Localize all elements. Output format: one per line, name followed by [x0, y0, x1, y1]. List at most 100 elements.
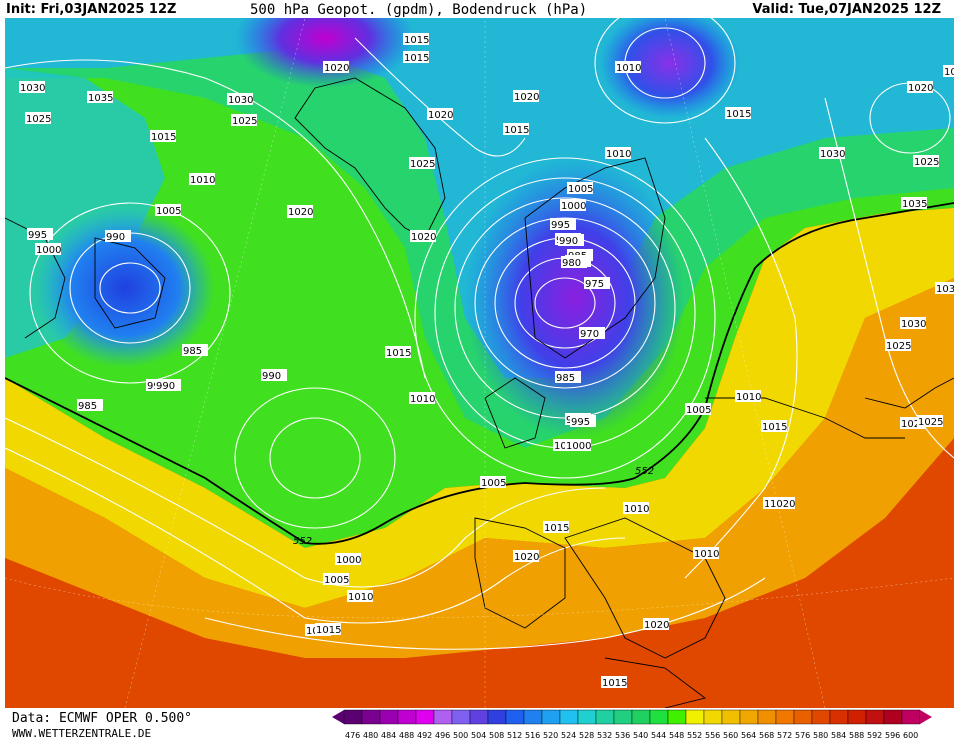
svg-text:1010: 1010	[348, 592, 373, 603]
isobar-label: 1020	[513, 90, 539, 103]
isobar-label: 980	[561, 256, 587, 269]
coastlines	[5, 77, 954, 708]
svg-text:975: 975	[585, 279, 604, 290]
svg-text:1025: 1025	[886, 341, 911, 352]
isobar-label: 1015	[543, 521, 569, 534]
legend-swatch	[649, 709, 669, 725]
legend-value: 496	[435, 731, 450, 740]
svg-text:1025: 1025	[944, 67, 954, 78]
isobar-label: 1035	[901, 197, 927, 210]
isobar-label: 1000	[35, 243, 61, 256]
isobar-label: 1030	[19, 81, 45, 94]
svg-text:1000: 1000	[561, 201, 586, 212]
isobar-label: 1015	[761, 420, 787, 433]
svg-text:1015: 1015	[504, 125, 529, 136]
legend-swatch	[685, 709, 705, 725]
isobar-label: 1035	[87, 91, 113, 104]
init-time: Init: Fri,03JAN2025 12Z	[6, 2, 177, 17]
isobar-label: 1025	[25, 112, 51, 125]
svg-text:1020: 1020	[514, 552, 539, 563]
svg-text:985: 985	[78, 401, 97, 412]
svg-text:1020: 1020	[324, 63, 349, 74]
svg-text:990: 990	[156, 381, 175, 392]
legend-swatch	[631, 709, 651, 725]
legend-swatch	[559, 709, 579, 725]
svg-text:1015: 1015	[602, 678, 627, 689]
isobar-label: 1015	[601, 676, 627, 689]
isobar-label: 1015	[725, 107, 751, 120]
isobar-label: 1025	[943, 65, 954, 78]
cold-field-cyan	[5, 18, 954, 378]
svg-text:1020: 1020	[644, 620, 669, 631]
svg-text:1010: 1010	[736, 392, 761, 403]
isobar-label: 995	[570, 415, 596, 428]
legend-value: 480	[363, 731, 378, 740]
legend-value: 516	[525, 731, 540, 740]
isobar-label: 1010	[409, 392, 435, 405]
svg-text:1010: 1010	[190, 175, 215, 186]
svg-text:980: 980	[562, 258, 581, 269]
isobar-label: 1020	[643, 618, 669, 631]
legend-value: 572	[777, 731, 792, 740]
svg-text:1035: 1035	[88, 93, 113, 104]
svg-text:1025: 1025	[901, 419, 926, 430]
legend-swatch	[379, 709, 399, 725]
legend-swatch	[793, 709, 813, 725]
isobar-label: 1010	[693, 547, 719, 560]
isobar-label: 1015	[403, 33, 429, 46]
svg-text:1020: 1020	[428, 110, 453, 121]
svg-text:1005: 1005	[324, 575, 349, 586]
legend-value: 564	[741, 731, 756, 740]
legend-swatch	[595, 709, 615, 725]
legend-value: 544	[651, 731, 666, 740]
legend-value: 556	[705, 731, 720, 740]
svg-text:1015: 1015	[316, 625, 341, 636]
svg-text:1015: 1015	[151, 132, 176, 143]
svg-text:1020: 1020	[770, 499, 795, 510]
svg-text:1010: 1010	[616, 63, 641, 74]
legend-swatch	[847, 709, 867, 725]
website-link[interactable]: WWW.WETTERZENTRALE.DE	[12, 727, 152, 740]
geopotential-label: 552	[293, 536, 312, 547]
legend-value: 520	[543, 731, 558, 740]
graticule	[5, 18, 954, 708]
isobar-label: 1000	[335, 553, 361, 566]
svg-text:1020: 1020	[288, 207, 313, 218]
map-title: 500 hPa Geopot. (gpdm), Bodendruck (hPa)	[250, 2, 588, 18]
svg-text:990: 990	[559, 236, 578, 247]
svg-text:1005: 1005	[481, 478, 506, 489]
svg-text:1025: 1025	[26, 114, 51, 125]
legend-value: 512	[507, 731, 522, 740]
svg-text:1005: 1005	[156, 206, 181, 217]
svg-text:1025: 1025	[410, 159, 435, 170]
legend-value: 552	[687, 731, 702, 740]
legend-value: 548	[669, 731, 684, 740]
low-pressure-centre-northeast	[600, 18, 740, 118]
isobar-label: 985	[77, 399, 103, 412]
isobar-label: 1020	[427, 108, 453, 121]
svg-text:1020: 1020	[514, 92, 539, 103]
isobar-label: 1020	[907, 81, 933, 94]
legend-swatch	[811, 709, 831, 725]
svg-text:1025: 1025	[232, 116, 257, 127]
isobar-label: 1010	[605, 147, 631, 160]
legend-value: 508	[489, 731, 504, 740]
legend-value: 500	[453, 731, 468, 740]
svg-text:1000: 1000	[566, 441, 591, 452]
isobar-label: 1025	[409, 157, 435, 170]
legend-swatch	[343, 709, 363, 725]
isobar-label: 1000	[560, 199, 586, 212]
legend-value: 524	[561, 731, 576, 740]
svg-text:1010: 1010	[624, 504, 649, 515]
isobar-label: 1005	[323, 573, 349, 586]
svg-text:1015: 1015	[726, 109, 751, 120]
svg-text:995: 995	[28, 230, 47, 241]
low-pressure-centre-scandinavia	[465, 158, 685, 438]
legend-value: 476	[345, 731, 360, 740]
isobar-label: 1020	[769, 497, 795, 510]
legend-swatch	[451, 709, 471, 725]
isobar-label: 1005	[480, 476, 506, 489]
isobar-label: 1020	[287, 205, 313, 218]
